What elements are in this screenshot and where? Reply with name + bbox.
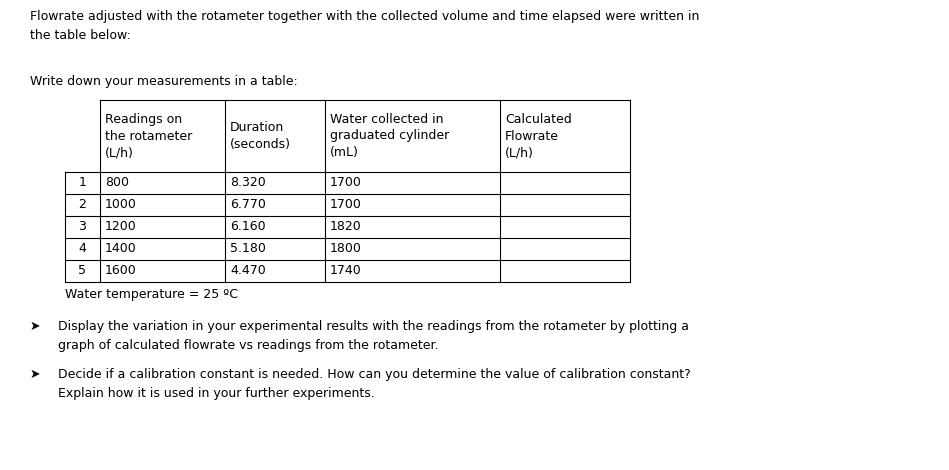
Text: 800: 800 xyxy=(105,177,129,189)
Text: 1000: 1000 xyxy=(105,198,137,212)
Text: 1820: 1820 xyxy=(330,220,362,234)
Text: 2: 2 xyxy=(79,198,86,212)
Text: 5.180: 5.180 xyxy=(230,243,266,256)
Text: Duration
(seconds): Duration (seconds) xyxy=(230,121,291,151)
Text: ➤: ➤ xyxy=(30,320,41,333)
Text: 1800: 1800 xyxy=(330,243,362,256)
Text: Readings on
the rotameter
(L/h): Readings on the rotameter (L/h) xyxy=(105,113,193,159)
Text: Display the variation in your experimental results with the readings from the ro: Display the variation in your experiment… xyxy=(58,320,689,352)
Text: Water collected in
graduated cylinder
(mL): Water collected in graduated cylinder (m… xyxy=(330,113,449,159)
Text: ➤: ➤ xyxy=(30,368,41,381)
Text: Calculated
Flowrate
(L/h): Calculated Flowrate (L/h) xyxy=(505,113,571,159)
Text: 1200: 1200 xyxy=(105,220,137,234)
Text: 1: 1 xyxy=(79,177,86,189)
Text: Flowrate adjusted with the rotameter together with the collected volume and time: Flowrate adjusted with the rotameter tog… xyxy=(30,10,699,42)
Text: 1740: 1740 xyxy=(330,265,362,277)
Text: 1400: 1400 xyxy=(105,243,137,256)
Text: 1700: 1700 xyxy=(330,177,362,189)
Text: 6.770: 6.770 xyxy=(230,198,266,212)
Text: 4: 4 xyxy=(79,243,86,256)
Text: 1700: 1700 xyxy=(330,198,362,212)
Text: 8.320: 8.320 xyxy=(230,177,266,189)
Text: 5: 5 xyxy=(79,265,86,277)
Text: Water temperature = 25 ºC: Water temperature = 25 ºC xyxy=(65,288,238,301)
Text: Decide if a calibration constant is needed. How can you determine the value of c: Decide if a calibration constant is need… xyxy=(58,368,691,399)
Text: 6.160: 6.160 xyxy=(230,220,266,234)
Text: Write down your measurements in a table:: Write down your measurements in a table: xyxy=(30,75,298,88)
Text: 3: 3 xyxy=(79,220,86,234)
Text: 1600: 1600 xyxy=(105,265,137,277)
Text: 4.470: 4.470 xyxy=(230,265,266,277)
